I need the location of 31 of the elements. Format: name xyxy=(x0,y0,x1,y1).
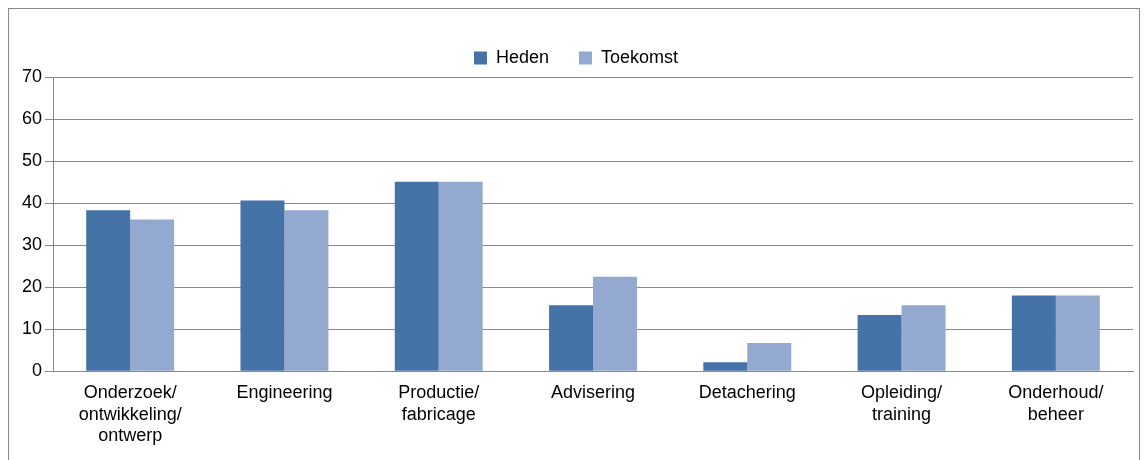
legend-label: Heden xyxy=(495,46,550,67)
y-tick-label: 20 xyxy=(21,276,43,297)
bar xyxy=(901,305,946,371)
x-tick-label: Onderzoek/ ontwikkeling/ ontwerp xyxy=(78,381,182,446)
bar xyxy=(130,219,175,371)
x-tick-label: Onderhoud/ beheer xyxy=(1008,381,1104,424)
bar xyxy=(1055,295,1100,371)
y-tick-label: 30 xyxy=(21,234,43,255)
bar xyxy=(593,276,637,371)
y-tick-label: 10 xyxy=(21,318,43,339)
x-tick-label: Advisering xyxy=(550,381,636,402)
y-tick-label: 60 xyxy=(21,108,43,128)
bar xyxy=(549,305,594,371)
bar xyxy=(857,314,902,371)
bar xyxy=(1011,295,1056,371)
y-tick-label: 40 xyxy=(21,192,43,213)
x-tick-label: Detachering xyxy=(698,381,796,402)
bar xyxy=(284,210,329,371)
bar xyxy=(703,362,748,371)
bar xyxy=(240,200,285,371)
bar xyxy=(86,210,131,371)
bar xyxy=(394,181,439,371)
bar xyxy=(747,343,792,371)
legend-label: Toekomst xyxy=(601,46,679,67)
x-tick-label: Engineering xyxy=(236,381,333,402)
y-tick-label: 50 xyxy=(21,150,43,171)
x-tick-label: Productie/ fabricage xyxy=(398,381,480,424)
y-tick-label: 0 xyxy=(32,360,43,381)
bar xyxy=(438,181,483,371)
x-tick-label: Opleiding/ training xyxy=(861,381,943,424)
y-tick-label: 70 xyxy=(21,65,43,86)
